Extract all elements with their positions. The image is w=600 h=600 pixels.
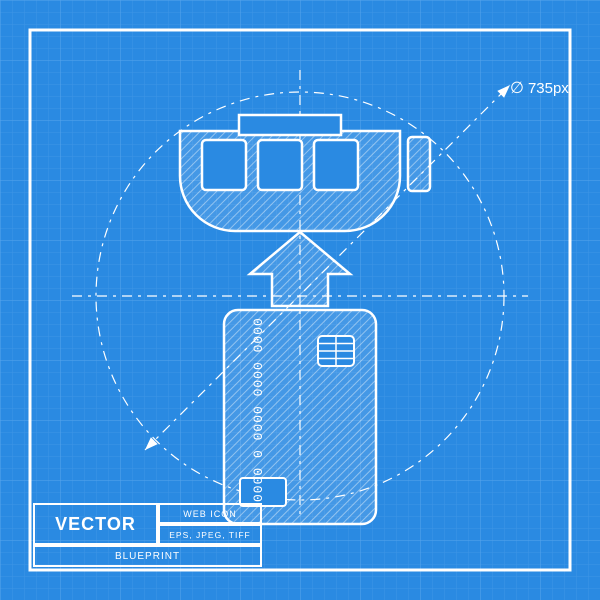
svg-text:0000 0 0000 0000 0000: 0000 0 0000 0000 0000 (251, 317, 266, 502)
footer-box: VECTOR (33, 503, 158, 545)
footer-box: WEB ICON (158, 503, 262, 524)
blueprint-stage: 0000 0 0000 0000 0000 ∅ 735px VECTORWEB … (0, 0, 600, 600)
diameter-label: ∅ 735px (510, 78, 569, 98)
diameter-symbol: ∅ (510, 78, 524, 98)
diameter-value: 735px (528, 80, 569, 97)
footer-box: BLUEPRINT (33, 545, 262, 567)
footer-box: EPS, JPEG, TIFF (158, 524, 262, 545)
